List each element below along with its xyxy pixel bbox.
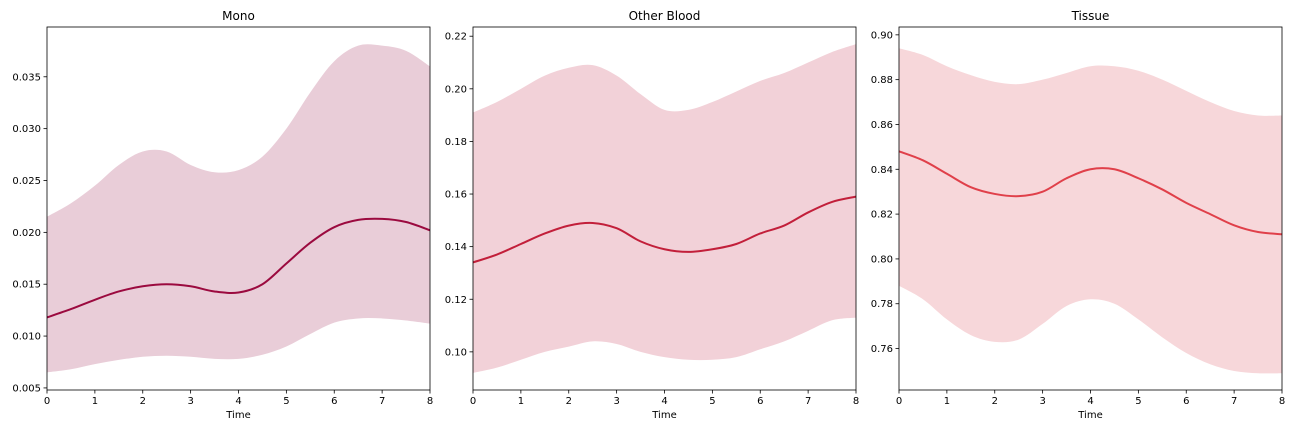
y-tick-label: 0.010 bbox=[12, 332, 41, 343]
x-tick-label: 6 bbox=[331, 396, 337, 407]
y-tick-label: 0.16 bbox=[445, 190, 467, 201]
x-tick-label: 4 bbox=[1087, 396, 1093, 407]
y-tick-label: 0.020 bbox=[12, 228, 41, 239]
x-axis-label: Time bbox=[651, 410, 676, 421]
x-tick-label: 7 bbox=[379, 396, 385, 407]
y-tick-label: 0.18 bbox=[445, 137, 467, 148]
chart-title: Mono bbox=[222, 9, 255, 23]
mean-line bbox=[899, 150, 1282, 236]
x-tick-label: 2 bbox=[140, 396, 146, 407]
x-tick-label: 4 bbox=[661, 396, 667, 407]
confidence-band bbox=[47, 44, 430, 373]
confidence-band bbox=[899, 48, 1282, 374]
chart-panel-1: 0 1 2 3 4 5 6 7 8 0.005 0.010 0.015 0.020 0.025 0.030 0… bbox=[12, 9, 433, 421]
y-tick-label: 0.20 bbox=[445, 84, 467, 95]
x-tick-label: 6 bbox=[1183, 396, 1189, 407]
confidence-band bbox=[473, 44, 856, 373]
y-tick-label: 0.88 bbox=[871, 75, 893, 86]
y-tick-label: 0.035 bbox=[12, 72, 41, 83]
y-tick-label: 0.78 bbox=[871, 299, 893, 310]
y-tick-label: 0.80 bbox=[871, 254, 893, 265]
x-tick-label: 8 bbox=[427, 396, 433, 407]
x-tick-label: 7 bbox=[805, 396, 811, 407]
x-tick-label: 5 bbox=[283, 396, 289, 407]
x-tick-label: 5 bbox=[1135, 396, 1141, 407]
x-axis-label: Time bbox=[225, 410, 250, 421]
x-tick-label: 1 bbox=[92, 396, 98, 407]
x-tick-label: 7 bbox=[1231, 396, 1237, 407]
x-tick-label: 5 bbox=[709, 396, 715, 407]
y-tick-label: 0.22 bbox=[445, 32, 467, 43]
x-tick-label: 0 bbox=[470, 396, 476, 407]
chart-title: Tissue bbox=[1071, 9, 1110, 23]
mean-line bbox=[473, 195, 856, 264]
x-tick-label: 8 bbox=[1279, 396, 1285, 407]
y-tick-label: 0.005 bbox=[12, 383, 41, 394]
y-tick-label: 0.90 bbox=[871, 30, 893, 41]
y-tick-label: 0.86 bbox=[871, 120, 893, 131]
y-tick-label: 0.10 bbox=[445, 347, 467, 358]
chart-panel-2: 0 1 2 3 4 5 6 7 8 0.10 0.12 0.14 0.16 0.18 0.20 0.22 Oth… bbox=[445, 9, 859, 421]
y-tick-label: 0.82 bbox=[871, 210, 893, 221]
y-tick-label: 0.025 bbox=[12, 176, 41, 187]
x-tick-label: 0 bbox=[44, 396, 50, 407]
x-axis-label: Time bbox=[1077, 410, 1102, 421]
chart-panel-3: 0 1 2 3 4 5 6 7 8 0.76 0.78 0.80 0.82 0.84 0.86 0.88 0.9… bbox=[871, 9, 1285, 421]
y-tick-label: 0.84 bbox=[871, 165, 893, 176]
x-tick-label: 4 bbox=[235, 396, 241, 407]
x-tick-label: 2 bbox=[992, 396, 998, 407]
y-tick-label: 0.015 bbox=[12, 280, 41, 291]
x-tick-label: 8 bbox=[853, 396, 859, 407]
chart-title: Other Blood bbox=[629, 9, 701, 23]
x-tick-label: 1 bbox=[944, 396, 950, 407]
x-tick-label: 3 bbox=[187, 396, 193, 407]
x-tick-label: 2 bbox=[566, 396, 572, 407]
x-tick-label: 6 bbox=[757, 396, 763, 407]
y-tick-label: 0.76 bbox=[871, 344, 893, 355]
y-tick-label: 0.030 bbox=[12, 124, 41, 135]
mean-line bbox=[47, 217, 430, 319]
y-tick-label: 0.12 bbox=[445, 295, 467, 306]
x-tick-label: 0 bbox=[896, 396, 902, 407]
y-tick-label: 0.14 bbox=[445, 242, 467, 253]
x-tick-label: 3 bbox=[1039, 396, 1045, 407]
x-tick-label: 3 bbox=[613, 396, 619, 407]
x-tick-label: 1 bbox=[518, 396, 524, 407]
